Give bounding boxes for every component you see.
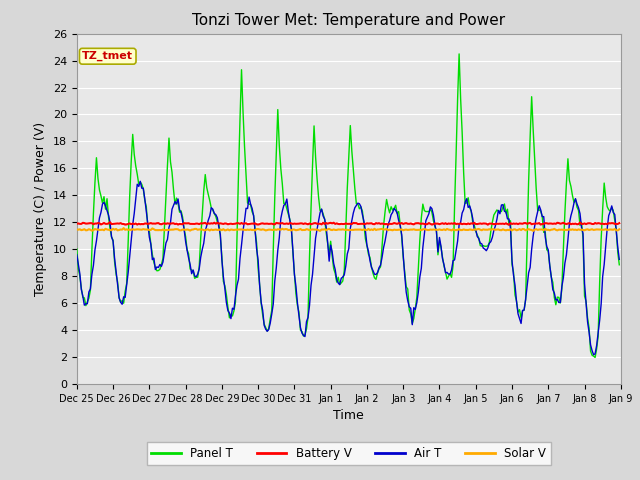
Y-axis label: Temperature (C) / Power (V): Temperature (C) / Power (V): [35, 122, 47, 296]
Text: TZ_tmet: TZ_tmet: [82, 51, 133, 61]
Legend: Panel T, Battery V, Air T, Solar V: Panel T, Battery V, Air T, Solar V: [147, 443, 551, 465]
X-axis label: Time: Time: [333, 409, 364, 422]
Title: Tonzi Tower Met: Temperature and Power: Tonzi Tower Met: Temperature and Power: [192, 13, 506, 28]
